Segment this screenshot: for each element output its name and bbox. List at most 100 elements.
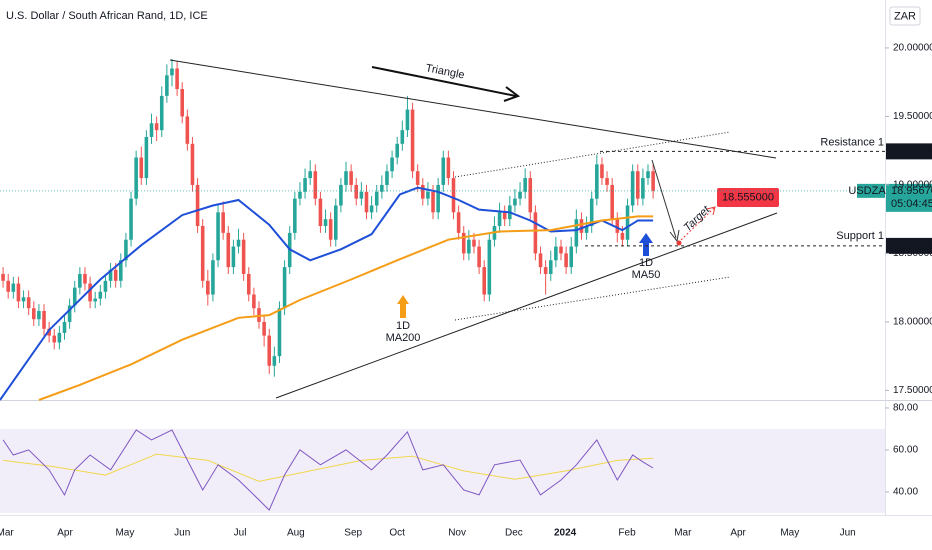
candle-body (57, 332, 62, 343)
candle-body (52, 335, 57, 343)
candle-body (630, 171, 635, 206)
candle-body (113, 269, 118, 281)
candle-body (267, 335, 272, 366)
candle-body (47, 328, 51, 336)
candle-body (538, 253, 543, 268)
candle-body (200, 226, 205, 281)
candle-body (93, 298, 97, 302)
candle-body (620, 232, 625, 240)
candle-body (456, 212, 461, 233)
rsi-line (2, 429, 654, 511)
candle-body (206, 280, 210, 295)
y-tick-label: 17.500000 (893, 385, 932, 396)
candle-body (180, 89, 185, 117)
candle-body (216, 212, 220, 261)
candle-body (574, 219, 579, 247)
triangle-arrow (371, 66, 517, 97)
candle-body (339, 184, 343, 206)
x-tick-label: Jun (840, 528, 856, 539)
y-tick-label: 19.500000 (893, 111, 932, 122)
candle-body (108, 269, 113, 281)
candle-body (226, 232, 231, 268)
candle-body (175, 68, 179, 90)
candle-body (569, 246, 574, 268)
currency-box[interactable] (889, 6, 921, 26)
countdown-label: 05:04:45 (891, 198, 932, 210)
candle-body (308, 171, 312, 179)
candle-body (83, 273, 87, 284)
candle-body (461, 232, 466, 254)
candle-body (364, 191, 369, 213)
rsi-pane (0, 428, 885, 513)
candle-body (62, 321, 67, 333)
candle-body (16, 283, 21, 302)
moving-averages (0, 186, 654, 401)
candle-body (11, 283, 16, 292)
x-tick-label: Aug (287, 528, 305, 539)
candle-body (165, 75, 169, 96)
x-tick-label: May (115, 528, 134, 539)
moving-average (0, 186, 654, 401)
candle-body (211, 260, 215, 295)
last-price-box (886, 183, 932, 212)
candle-body (610, 184, 614, 220)
candle-body (313, 171, 318, 199)
candles (1, 58, 655, 377)
candle-body (31, 308, 36, 320)
candle-body (559, 246, 563, 254)
candle-body (139, 157, 144, 179)
candle-body (579, 219, 584, 233)
candle-body (446, 157, 451, 179)
ma200-arrow (397, 295, 409, 318)
candle-body (318, 198, 323, 227)
candle-body (277, 308, 282, 357)
candle-body (374, 191, 379, 206)
candle-body (282, 267, 287, 309)
candle-body (426, 191, 430, 199)
support-text: Support 1 (836, 230, 884, 242)
candle-body (67, 305, 72, 322)
candle-body (119, 260, 123, 281)
candle-body (600, 164, 604, 179)
candle-body (400, 130, 405, 144)
candle-body (421, 184, 425, 199)
candle-body (88, 283, 92, 302)
last-price-label: 18.956700 (891, 185, 932, 197)
candle-body (246, 273, 251, 295)
candle-body (159, 95, 164, 131)
candle-body (390, 157, 394, 172)
rsi-tick-label: 40.00 (893, 487, 918, 498)
channel-lower (454, 276, 731, 321)
candle-body (231, 246, 236, 268)
x-tick-label: Mar (674, 528, 692, 539)
candle-body (497, 212, 502, 227)
candle-body (354, 184, 359, 199)
candle-body (154, 123, 159, 131)
x-tick-label: 2024 (554, 528, 577, 539)
x-tick-label: Jul (234, 528, 247, 539)
candle-body (6, 280, 10, 292)
candle-body (298, 191, 302, 199)
candle-body (533, 212, 538, 254)
x-tick-label: Dec (505, 528, 523, 539)
candle-body (103, 280, 108, 292)
candle-body (134, 157, 138, 199)
candle-body (37, 310, 41, 320)
symbol-label: USDZAR (848, 185, 893, 197)
target-point (676, 240, 682, 246)
candle-body (625, 205, 630, 240)
ma200-label: 1D (396, 320, 410, 332)
candle-body (595, 164, 599, 199)
resistance-axis-label: 19.245000 (891, 145, 932, 157)
candle-body (482, 267, 487, 295)
candle-body (129, 198, 133, 240)
candle-body (523, 178, 527, 192)
candle-body (513, 198, 517, 206)
x-tick-label: Oct (389, 528, 405, 539)
x-tick-label: Nov (448, 528, 466, 539)
candle-body (543, 267, 548, 274)
target-label: 18.555000 (722, 191, 774, 203)
target-box (717, 188, 779, 207)
candle-body (293, 198, 297, 233)
